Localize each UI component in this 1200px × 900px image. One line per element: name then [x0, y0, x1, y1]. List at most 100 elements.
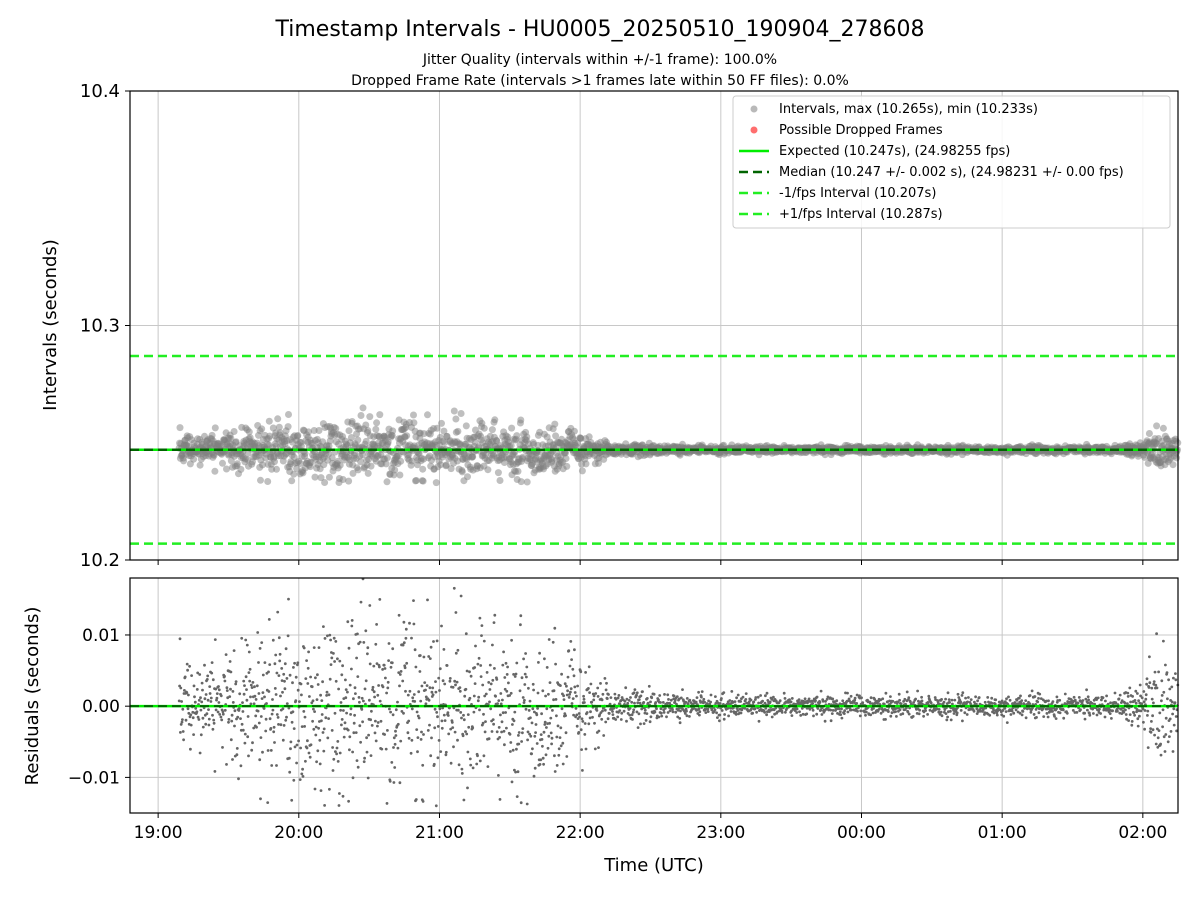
residual-point	[623, 699, 627, 703]
residual-point	[468, 696, 472, 700]
residual-point	[204, 722, 208, 726]
residual-point	[442, 713, 446, 717]
residual-point	[933, 696, 937, 699]
residual-point	[722, 691, 726, 694]
residual-point	[593, 747, 597, 751]
residual-point	[770, 715, 774, 719]
residual-point	[1142, 720, 1145, 724]
residual-point	[302, 710, 306, 713]
residual-point	[397, 671, 401, 674]
residual-point	[507, 681, 510, 685]
residual-point	[493, 613, 497, 617]
residual-point	[369, 718, 372, 722]
residual-point	[1134, 701, 1138, 705]
residual-point	[476, 754, 479, 758]
residual-point	[642, 722, 646, 725]
residual-point	[461, 734, 465, 738]
residual-point	[668, 709, 672, 713]
residual-point	[428, 686, 432, 690]
residual-point	[501, 698, 504, 702]
residual-point	[659, 711, 663, 715]
residual-point	[1046, 707, 1050, 711]
residual-point	[278, 652, 282, 656]
residual-point	[279, 694, 282, 698]
residual-point	[392, 781, 396, 784]
residual-point	[943, 708, 947, 711]
residual-point	[638, 701, 642, 705]
residual-point	[491, 718, 495, 721]
residual-point	[889, 714, 893, 718]
interval-point	[364, 469, 372, 477]
residual-point	[947, 698, 951, 701]
residual-point	[293, 745, 297, 749]
residual-point	[688, 715, 691, 718]
residual-point	[464, 632, 468, 636]
residual-point	[633, 688, 637, 691]
residual-point	[454, 651, 458, 655]
residual-point	[241, 728, 245, 732]
residual-point	[436, 715, 439, 719]
residual-point	[223, 708, 227, 712]
residual-point	[320, 713, 324, 716]
residual-point	[538, 651, 541, 655]
residual-point	[419, 738, 423, 741]
residual-point	[937, 710, 941, 714]
residual-point	[214, 687, 218, 691]
residual-point	[1139, 694, 1142, 698]
residual-point	[213, 638, 217, 641]
residual-point	[555, 714, 558, 718]
residual-point	[451, 685, 455, 689]
residual-point	[383, 733, 386, 736]
residual-point	[482, 639, 486, 643]
residual-point	[336, 740, 340, 743]
residual-point	[1143, 709, 1147, 712]
residual-point	[1130, 723, 1134, 727]
interval-point	[285, 411, 292, 418]
residual-point	[510, 780, 514, 784]
residual-point	[390, 661, 394, 665]
residual-point	[580, 717, 584, 721]
interval-point	[383, 454, 391, 462]
residual-point	[431, 686, 435, 690]
residual-point	[305, 746, 309, 750]
interval-point	[552, 432, 560, 440]
residual-point	[837, 707, 841, 711]
residual-point	[884, 718, 887, 721]
residual-point	[494, 694, 497, 698]
residual-point	[370, 709, 373, 713]
residual-point	[477, 695, 481, 699]
residual-point	[292, 778, 296, 782]
residual-point	[842, 712, 846, 715]
residual-point	[471, 726, 475, 730]
residual-point	[341, 794, 345, 798]
residual-point	[208, 685, 212, 688]
residual-point	[917, 699, 920, 703]
residual-point	[406, 731, 410, 735]
residual-point	[338, 751, 342, 755]
residual-point	[519, 801, 523, 805]
residual-point	[310, 685, 314, 689]
residual-point	[425, 684, 429, 687]
residual-point	[317, 726, 320, 730]
residual-point	[381, 685, 385, 689]
residual-point	[603, 677, 607, 680]
residual-point	[1144, 693, 1148, 697]
interval-point	[563, 462, 571, 470]
residual-point	[955, 711, 959, 715]
residual-point	[942, 700, 946, 704]
residual-point	[303, 715, 307, 719]
residual-point	[408, 689, 412, 693]
residual-point	[1109, 701, 1112, 705]
residual-point	[768, 700, 772, 704]
residual-point	[803, 697, 807, 701]
residual-point	[269, 727, 273, 730]
residual-point	[447, 732, 451, 736]
residual-point	[336, 760, 340, 763]
residual-point	[926, 701, 930, 704]
residual-point	[394, 729, 397, 733]
interval-point	[266, 432, 274, 440]
residual-point	[312, 727, 316, 731]
residual-point	[358, 640, 362, 644]
residual-point	[630, 700, 634, 704]
residual-point	[345, 711, 348, 715]
